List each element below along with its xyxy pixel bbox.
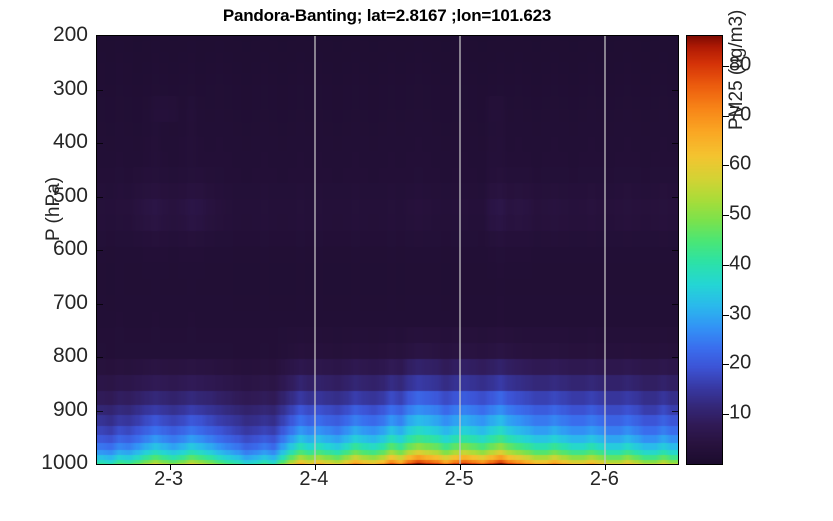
y-axis-tick [97,410,103,412]
y-axis-tick [97,464,103,465]
y-axis-tick-right [672,303,678,305]
y-axis-tick-right [672,464,678,465]
colorbar-tick-labels: 10 20 30 40 50 60 70 80 [723,35,783,463]
y-axis-tick-labels: 200 300 400 500 600 700 800 900 1000 [0,23,88,474]
y-axis-tick-label: 500 [52,183,88,207]
x-axis-tick-label: 2-6 [589,468,619,490]
y-axis-tick-right [672,410,678,412]
y-axis-tick-label: 900 [52,397,88,421]
colorbar-tick-label: 20 [729,351,752,374]
y-axis-tick [97,303,103,305]
colorbar-tick [722,364,729,366]
heatmap-image [97,36,678,464]
colorbar-tick [722,165,729,167]
y-axis-tick-label: 800 [52,344,88,367]
y-axis-title: P (hPa) [43,176,64,242]
day-gridline [459,36,462,464]
colorbar-tick-label: 70 [729,103,752,126]
x-axis-tick [169,464,171,470]
y-axis-tick-label: 700 [52,290,88,314]
y-axis-tick-label: 200 [52,23,88,46]
y-axis-tick [97,250,103,251]
y-axis-tick-label: 300 [52,76,88,100]
y-axis-tick [97,143,103,144]
y-axis-tick-right [672,143,678,144]
x-axis-tick-label: 2-5 [444,468,474,490]
y-axis-tick-right [672,196,678,198]
colorbar-gradient [687,36,722,464]
colorbar-tick-label: 30 [729,302,752,325]
colorbar-tick [722,264,729,266]
colorbar-tick [722,314,729,316]
day-gridline [604,36,607,464]
colorbar-tick-label: 80 [729,53,752,76]
colorbar-tick [722,215,729,217]
colorbar-tick-label: 60 [729,152,752,175]
chart-title: Pandora-Banting; lat=2.8167 ;lon=101.623 [222,6,552,25]
colorbar-tick-label: 40 [729,252,752,275]
x-axis-tick [314,464,316,470]
y-axis-tick-right [672,250,678,251]
y-axis-tick-label: 1000 [41,451,88,474]
y-axis-tick-right [672,357,678,358]
colorbar-tick-label: 50 [729,202,752,225]
colorbar-tick [722,115,729,117]
y-axis-tick-label: 400 [52,130,88,153]
x-axis-tick-label: 2-4 [299,468,329,490]
colorbar-tick [722,414,729,416]
x-axis-tick-label: 2-3 [154,468,184,490]
y-axis-tick-label: 600 [52,237,88,260]
colorbar[interactable] [686,35,729,465]
x-axis-tick [605,464,607,470]
y-axis-tick [97,196,103,198]
day-gridline [313,36,316,464]
colorbar-title: PM25 (ug/m3) [726,9,747,130]
y-axis-tick-right [672,89,678,91]
y-axis-tick [97,357,103,358]
y-axis-tick [97,89,103,91]
colorbar-tick [722,65,729,67]
heatmap-plot-area[interactable] [96,35,679,470]
x-axis-tick [460,464,462,470]
x-axis-tick-labels: 2-3 2-4 2-5 2-6 [96,468,679,498]
colorbar-tick-label: 10 [729,401,752,424]
